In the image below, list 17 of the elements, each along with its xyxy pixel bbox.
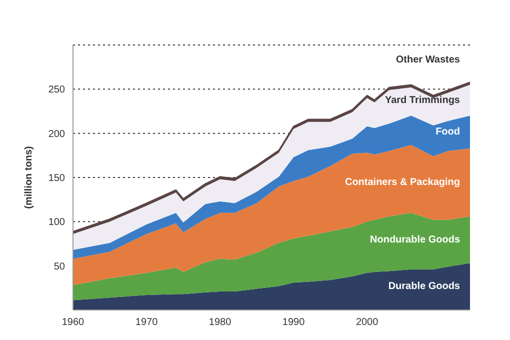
x-tick-label: 1960 <box>62 317 85 328</box>
x-tick-label: 1980 <box>208 317 232 328</box>
series-label: Durable Goods <box>388 281 460 292</box>
series-label: Other Wastes <box>396 54 460 66</box>
y-tick-label: 150 <box>48 173 66 184</box>
series-label: Yard Trimmings <box>384 94 460 106</box>
y-axis-title: (million tons) <box>24 146 35 209</box>
series-label: Food <box>436 126 460 138</box>
y-tick-label: 200 <box>48 128 66 140</box>
series-label: Nondurable Goods <box>370 234 460 246</box>
series-label: Containers & Packaging <box>344 177 460 188</box>
x-tick-label: 1990 <box>282 317 306 328</box>
y-tick-label: 250 <box>48 84 66 96</box>
x-tick-label: 1970 <box>135 317 158 328</box>
y-tick-label: 50 <box>54 261 66 272</box>
y-tick-label: 100 <box>48 217 66 228</box>
x-tick-label: 2000 <box>356 317 379 328</box>
